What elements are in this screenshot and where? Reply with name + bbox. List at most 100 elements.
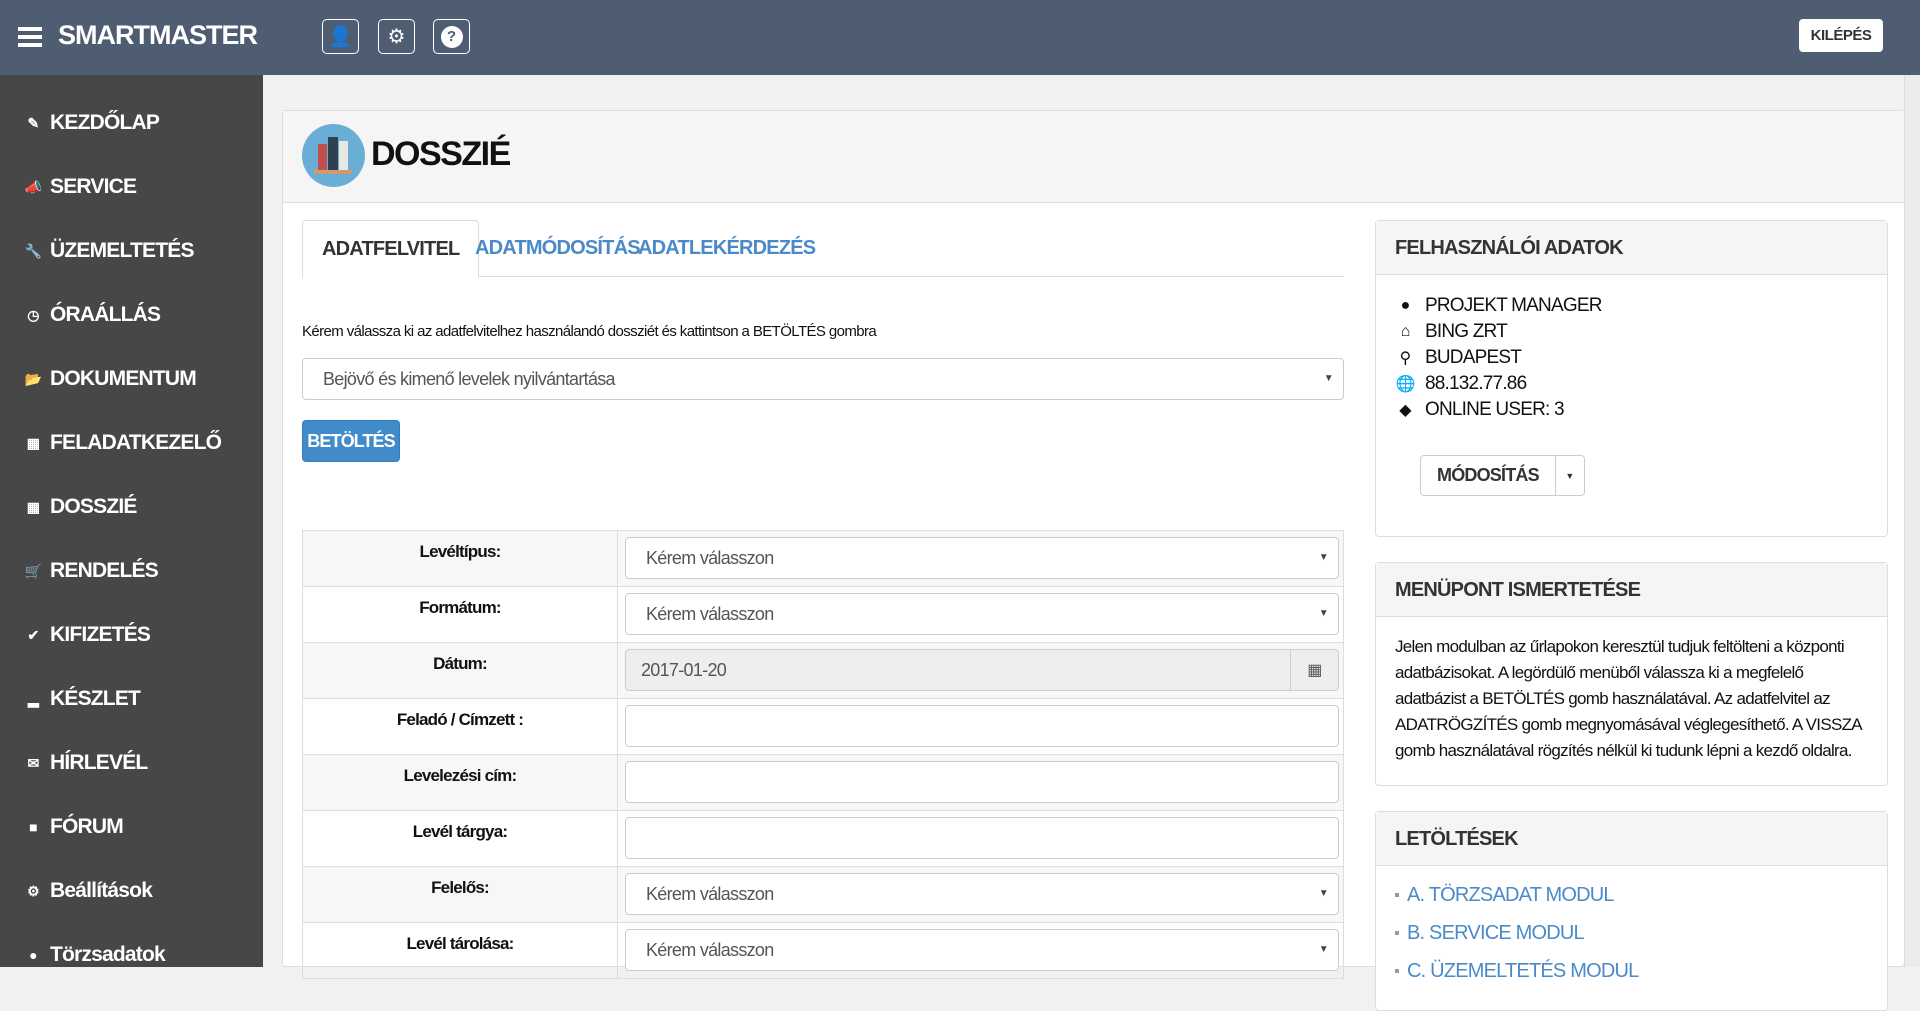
sidebar-item-label: SERVICE — [50, 175, 137, 198]
sidebar-item-12[interactable]: ⚙ Beállítások — [24, 879, 153, 903]
sidebar-item-2[interactable]: 🔧 ÜZEMELTETÉS — [24, 239, 195, 263]
caret-down-icon: ▼ — [1318, 888, 1329, 899]
app-title: SMARTMASTER — [58, 20, 258, 50]
caret-down-icon: ▼ — [1565, 470, 1575, 481]
tab-bar: ADATFELVITEL ADATMÓDOSÍTÁS ADATLEKÉRDEZÉ… — [302, 220, 1344, 278]
form-row: Levéltípus: Kérem válasszon ▼ — [302, 531, 1344, 587]
sidebar-item-label: KÉSZLET — [50, 687, 141, 710]
form-label: Levéltípus: — [303, 531, 618, 586]
sidebar-item-label: DOKUMENTUM — [50, 367, 197, 390]
user-info-line: ⌂ BING ZRT — [1395, 319, 1868, 345]
main-panel: DOSSZIÉ ADATFELVITEL ADATMÓDOSÍTÁS ADATL… — [282, 110, 1905, 1011]
downloads-title: LETÖLTÉSEK — [1376, 812, 1887, 866]
help-button[interactable]: ? — [433, 19, 470, 54]
form-row: Levél tárolása: Kérem válasszon ▼ — [302, 923, 1344, 979]
tab-adatmodositas[interactable]: ADATMÓDOSÍTÁS — [475, 237, 641, 259]
sidebar-item-label: Törzsadatok — [50, 943, 166, 966]
sidebar-item-3[interactable]: ◷ ÓRAÁLLÁS — [24, 303, 161, 327]
cog-icon: ⚙ — [27, 882, 40, 899]
user-info-line: ● PROJEKT MANAGER — [1395, 293, 1868, 319]
download-link[interactable]: B. SERVICE MODUL — [1376, 914, 1887, 952]
user-info-text: BING ZRT — [1425, 321, 1508, 342]
scrollbar[interactable] — [1904, 75, 1920, 967]
hamburger-menu-icon[interactable] — [18, 27, 42, 47]
menu-description-text: Jelen modulban az űrlapokon keresztül tu… — [1395, 637, 1862, 760]
sidebar: ✎ KEZDŐLAP 📣 SERVICE 🔧 ÜZEMELTETÉS ◷ ÓRAÁLLÁS 📂 D… — [0, 75, 263, 967]
sidebar-item-6[interactable]: ▦ DOSSZIÉ — [24, 495, 138, 519]
modify-button[interactable]: MÓDOSÍTÁS — [1421, 456, 1556, 495]
bullet-icon — [1395, 893, 1399, 897]
gear-icon: ⚙ — [387, 26, 406, 48]
download-link-label: B. SERVICE MODUL — [1407, 921, 1585, 944]
select-value: Kérem válasszon — [646, 883, 774, 904]
form-row: Felelős: Kérem válasszon ▼ — [302, 867, 1344, 923]
dossier-select[interactable]: Bejövő és kimenő levelek nyilvántartása … — [302, 358, 1344, 400]
folder-open-icon: 📂 — [24, 370, 42, 387]
user-data-box: FELHASZNÁLÓI ADATOK ● PROJEKT MANAGER ⌂ BIN… — [1375, 220, 1888, 537]
form-select[interactable]: Kérem válasszon ▼ — [625, 537, 1339, 579]
sidebar-item-13[interactable]: ● Törzsadatok — [24, 943, 166, 967]
sidebar-item-1[interactable]: 📣 SERVICE — [24, 175, 137, 199]
sidebar-item-label: ÜZEMELTETÉS — [50, 239, 194, 262]
modify-button-group: MÓDOSÍTÁS ▼ — [1420, 455, 1585, 496]
select-value: Kérem válasszon — [646, 547, 774, 568]
select-value: Kérem válasszon — [646, 939, 774, 960]
download-link[interactable]: C. ÜZEMELTETÉS MODUL — [1376, 952, 1887, 990]
sidebar-item-4[interactable]: 📂 DOKUMENTUM — [24, 367, 197, 391]
top-navbar: SMARTMASTER 👤 ⚙ ? KILÉPÉS — [0, 0, 1920, 75]
logout-button[interactable]: KILÉPÉS — [1799, 19, 1883, 52]
sidebar-item-9[interactable]: ▂ KÉSZLET — [24, 687, 141, 711]
download-link[interactable]: A. TÖRZSADAT MODUL — [1376, 876, 1887, 914]
sidebar-item-11[interactable]: ■ FÓRUM — [24, 815, 124, 839]
date-field[interactable]: 2017-01-20 ▦ — [625, 649, 1339, 691]
sidebar-item-7[interactable]: 🛒 RENDELÉS — [24, 559, 159, 583]
user-info-text: ONLINE USER: 3 — [1425, 399, 1565, 420]
home-icon: ⌂ — [1400, 323, 1411, 340]
form-row: Formátum: Kérem válasszon ▼ — [302, 587, 1344, 643]
sidebar-item-0[interactable]: ✎ KEZDŐLAP — [24, 111, 160, 135]
form-select[interactable]: Kérem válasszon ▼ — [625, 873, 1339, 915]
sidebar-item-label: HÍRLEVÉL — [50, 751, 148, 774]
user-info-line: ⚲ BUDAPEST — [1395, 345, 1868, 371]
sidebar-item-label: ÓRAÁLLÁS — [50, 303, 161, 326]
load-button[interactable]: BETÖLTÉS — [302, 420, 400, 462]
user-profile-button[interactable]: 👤 — [322, 19, 359, 54]
grid-icon: ▦ — [26, 498, 40, 515]
calendar-icon[interactable]: ▦ — [1290, 650, 1338, 690]
form-label: Felelős: — [303, 867, 618, 922]
modify-dropdown-toggle[interactable]: ▼ — [1556, 456, 1584, 495]
bullhorn-icon: 📣 — [24, 178, 42, 195]
envelope-icon: ✉ — [27, 754, 40, 771]
sidebar-item-8[interactable]: ✔ KIFIZETÉS — [24, 623, 151, 647]
instruction-text: Kérem válassza ki az adatfelvitelhez has… — [302, 323, 877, 340]
wrench-icon: 🔧 — [24, 242, 42, 259]
sidebar-item-5[interactable]: ▦ FELADATKEZELŐ — [24, 431, 222, 455]
sidebar-item-10[interactable]: ✉ HÍRLEVÉL — [24, 751, 149, 775]
bullet-icon — [1395, 931, 1399, 935]
settings-button[interactable]: ⚙ — [378, 19, 415, 54]
data-entry-form: Levéltípus: Kérem válasszon ▼ Formátum: Kére… — [302, 530, 1344, 979]
date-value: 2017-01-20 — [641, 659, 727, 680]
user-info-line: ◆ ONLINE USER: 3 — [1395, 397, 1868, 423]
text-input[interactable] — [625, 705, 1339, 747]
menu-description-box: MENÜPONT ISMERTETÉSE Jelen modulban az ű… — [1375, 562, 1888, 786]
select-value: Kérem válasszon — [646, 603, 774, 624]
books-icon — [302, 124, 365, 187]
form-label: Dátum: — [303, 643, 618, 698]
sidebar-item-label: RENDELÉS — [50, 559, 159, 582]
form-label: Levél tárolása: — [303, 923, 618, 978]
form-select[interactable]: Kérem válasszon ▼ — [625, 929, 1339, 971]
sidebar-item-label: FÓRUM — [50, 815, 124, 838]
globe-icon: 🌐 — [1395, 376, 1415, 393]
text-input[interactable] — [625, 817, 1339, 859]
tab-adatfelvitel[interactable]: ADATFELVITEL — [302, 220, 480, 278]
text-input[interactable] — [625, 761, 1339, 803]
caret-down-icon: ▼ — [1323, 373, 1334, 384]
caret-down-icon: ▼ — [1318, 944, 1329, 955]
tab-adatlekerdezes[interactable]: ADATLEKÉRDEZÉS — [638, 237, 816, 259]
caret-down-icon: ▼ — [1318, 552, 1329, 563]
menu-description-title: MENÜPONT ISMERTETÉSE — [1376, 563, 1887, 617]
form-row: Dátum: 2017-01-20 ▦ — [302, 643, 1344, 699]
map-marker-icon: ⚲ — [1399, 350, 1412, 367]
form-select[interactable]: Kérem válasszon ▼ — [625, 593, 1339, 635]
